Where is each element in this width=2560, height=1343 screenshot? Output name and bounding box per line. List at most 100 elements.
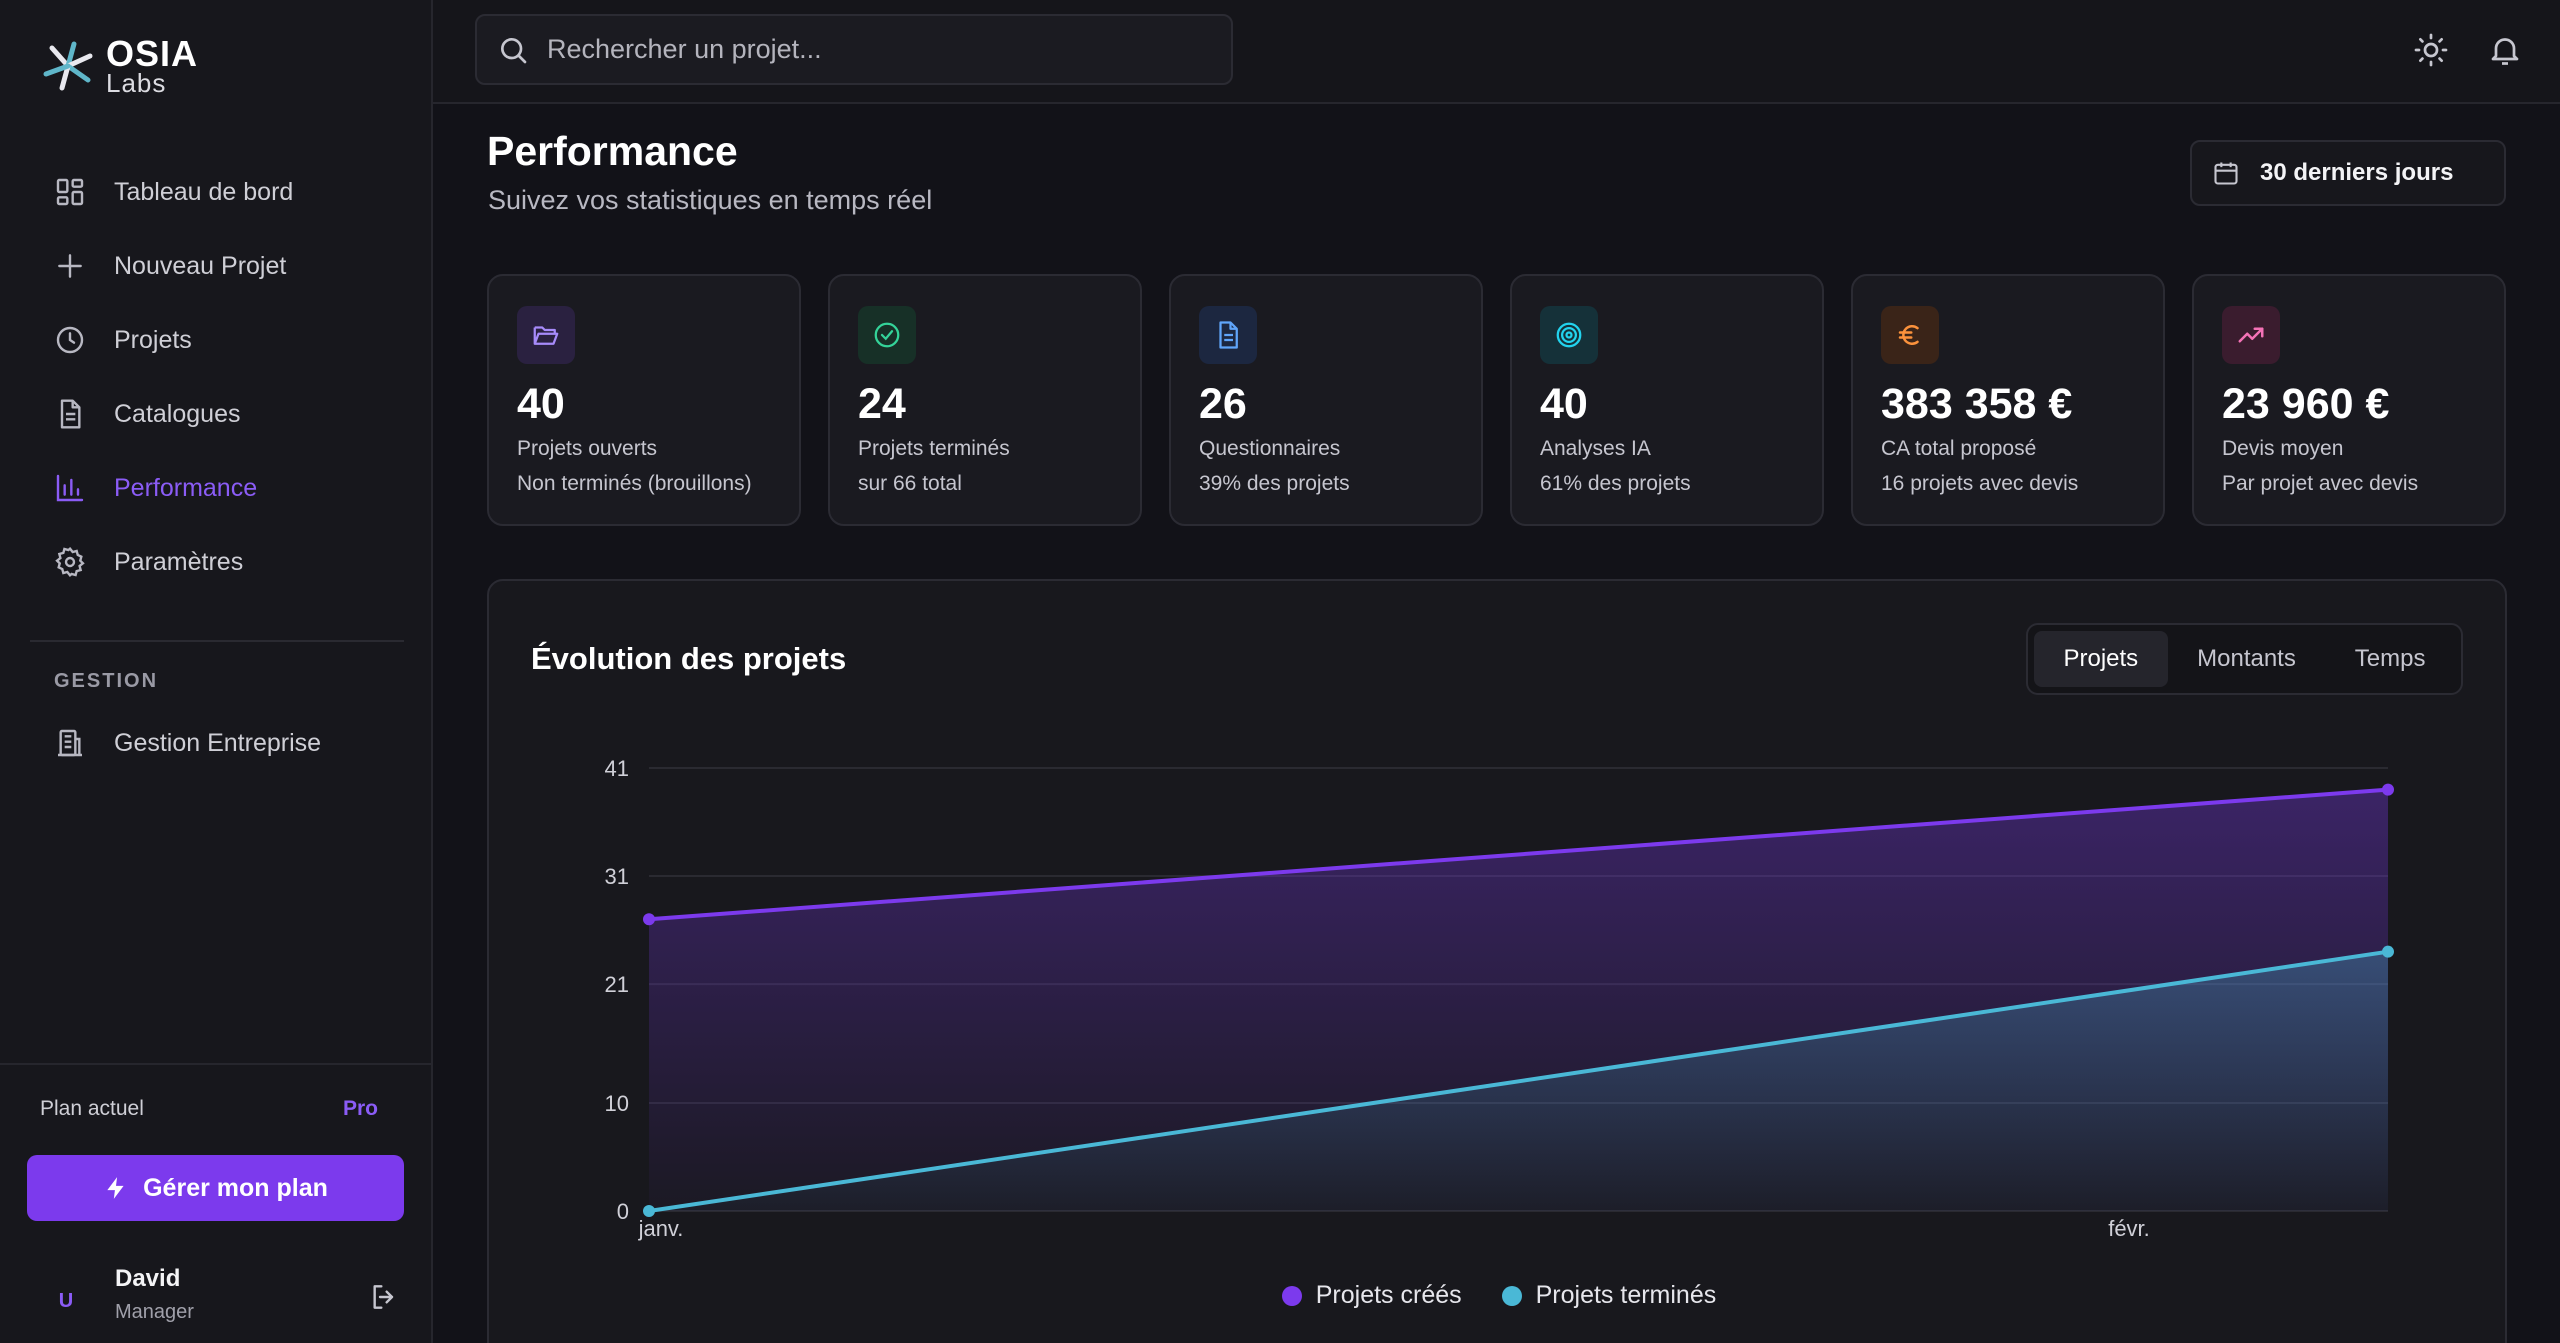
manage-plan-label: Gérer mon plan bbox=[143, 1173, 328, 1202]
page-title: Performance bbox=[487, 128, 738, 174]
user-role: Manager bbox=[115, 1301, 194, 1323]
euro-icon bbox=[1898, 325, 1919, 345]
document-icon bbox=[60, 399, 81, 429]
sidebar-footer: Plan actuel Pro Gérer mon plan U David M… bbox=[0, 1063, 431, 1323]
page-subtitle: Suivez vos statistiques en temps réel bbox=[488, 185, 933, 215]
search-icon bbox=[501, 37, 527, 63]
stat-value: 26 bbox=[1199, 380, 1247, 428]
sidebar-item-settings[interactable]: Paramètres bbox=[28, 525, 406, 599]
stat-value: 40 bbox=[517, 380, 565, 428]
sidebar-item-company-management[interactable]: Gestion Entreprise bbox=[28, 706, 406, 780]
top-header bbox=[433, 0, 2560, 104]
stat-icon-box bbox=[1199, 306, 1257, 364]
sidebar-item-label: Gestion Entreprise bbox=[114, 728, 322, 757]
bar-chart-icon bbox=[56, 474, 84, 502]
stat-card-questionnaires: 26 Questionnaires 39% des projets bbox=[1169, 274, 1483, 526]
chart-series bbox=[643, 783, 2394, 1217]
bell-icon[interactable] bbox=[2487, 32, 2523, 68]
sidebar: OSIA Labs Tableau de bord Nouveau Projet bbox=[0, 0, 433, 1343]
sidebar-item-dashboard[interactable]: Tableau de bord bbox=[28, 155, 406, 229]
y-tick-label: 10 bbox=[605, 1091, 629, 1116]
legend-dot bbox=[1501, 1285, 1522, 1306]
check-circle-icon bbox=[874, 322, 900, 348]
sidebar-item-label: Tableau de bord bbox=[114, 177, 294, 206]
tab-amounts[interactable]: Montants bbox=[2197, 645, 2296, 672]
sidebar-item-projects[interactable]: Projets bbox=[28, 303, 406, 377]
trending-up-icon bbox=[2238, 327, 2264, 343]
series-created-point[interactable] bbox=[2382, 783, 2394, 796]
legend-label: Projets terminés bbox=[1535, 1281, 1717, 1309]
current-plan: Plan actuel Pro bbox=[40, 1097, 378, 1121]
brand-name: OSIA bbox=[106, 33, 199, 74]
stat-sub: Par projet avec devis bbox=[2222, 472, 2419, 495]
dashboard-icon bbox=[56, 178, 84, 206]
tab-time[interactable]: Temps bbox=[2354, 645, 2426, 672]
plan-badge: Pro bbox=[342, 1097, 378, 1120]
clock-icon bbox=[56, 326, 84, 354]
stat-card-open-projects: 40 Projets ouverts Non terminés (brouill… bbox=[487, 274, 801, 526]
stat-value: 24 bbox=[858, 380, 906, 428]
stats-row: 40 Projets ouverts Non terminés (brouill… bbox=[487, 274, 2507, 526]
user-profile: U David Manager bbox=[40, 1265, 400, 1329]
date-range-label: 30 derniers jours bbox=[2260, 159, 2454, 186]
legend-item-created[interactable]: Projets créés bbox=[1281, 1281, 1462, 1310]
lightning-icon bbox=[107, 1177, 124, 1199]
stat-icon-box bbox=[517, 306, 575, 364]
stat-value: 23 960 € bbox=[2222, 380, 2390, 428]
legend-dot bbox=[1281, 1285, 1302, 1306]
sidebar-item-label: Projets bbox=[114, 325, 192, 354]
calendar-icon bbox=[2214, 162, 2238, 185]
chart-legend: Projets créés Projets terminés bbox=[489, 1281, 2509, 1310]
stat-sub: 16 projets avec devis bbox=[1881, 472, 2079, 495]
stat-icon-box bbox=[1540, 306, 1598, 364]
sidebar-item-new-project[interactable]: Nouveau Projet bbox=[28, 229, 406, 303]
stat-icon-box bbox=[1881, 306, 1939, 364]
search-input[interactable] bbox=[547, 34, 1197, 65]
series-finished-point[interactable] bbox=[643, 1205, 655, 1217]
series-finished-point[interactable] bbox=[2382, 945, 2394, 958]
sidebar-item-label: Catalogues bbox=[114, 399, 241, 428]
y-tick-label: 21 bbox=[605, 972, 629, 997]
plan-label: Plan actuel bbox=[40, 1097, 144, 1120]
legend-item-finished[interactable]: Projets terminés bbox=[1501, 1281, 1717, 1310]
stat-sub: 39% des projets bbox=[1199, 472, 1350, 495]
y-tick-label: 0 bbox=[617, 1199, 629, 1224]
stat-label: CA total proposé bbox=[1881, 437, 2037, 460]
osia-logo-icon bbox=[43, 41, 93, 91]
evolution-chart: 0 10 21 31 41 janv. févr. bbox=[605, 756, 2394, 1241]
sun-icon[interactable] bbox=[2413, 32, 2449, 68]
sidebar-item-label: Performance bbox=[114, 473, 258, 502]
avatar[interactable]: U bbox=[58, 1289, 74, 1312]
sidebar-item-catalogues[interactable]: Catalogues bbox=[28, 377, 406, 451]
y-tick-label: 31 bbox=[605, 864, 629, 889]
manage-plan-button[interactable]: Gérer mon plan bbox=[27, 1155, 404, 1221]
stat-sub: sur 66 total bbox=[858, 472, 962, 495]
plus-icon bbox=[58, 254, 82, 278]
x-tick-label: févr. bbox=[2108, 1216, 2150, 1241]
sidebar-section-title: GESTION bbox=[54, 670, 159, 692]
brand-sub: Labs bbox=[106, 68, 167, 98]
stat-sub: 61% des projets bbox=[1540, 472, 1691, 495]
date-range-button[interactable]: 30 derniers jours bbox=[2190, 140, 2506, 206]
series-created-point[interactable] bbox=[643, 913, 655, 926]
logout-icon[interactable] bbox=[368, 1281, 400, 1313]
stat-card-total-revenue: 383 358 € CA total proposé 16 projets av… bbox=[1851, 274, 2165, 526]
gear-icon bbox=[55, 546, 85, 578]
chart-x-axis: janv. févr. bbox=[638, 1216, 2150, 1241]
chart-tabs: Projets Montants Temps bbox=[2026, 623, 2463, 695]
chart-card: Évolution des projets Projets Montants T… bbox=[487, 579, 2507, 1343]
stat-icon-box bbox=[2222, 306, 2280, 364]
sidebar-nav: Tableau de bord Nouveau Projet Projets C… bbox=[28, 155, 406, 599]
chart-y-axis: 0 10 21 31 41 bbox=[605, 756, 629, 1224]
series-created-line bbox=[648, 787, 2389, 922]
target-icon bbox=[1556, 322, 1582, 348]
x-tick-label: janv. bbox=[638, 1216, 684, 1241]
logo[interactable]: OSIA Labs bbox=[40, 36, 198, 96]
sidebar-item-performance[interactable]: Performance bbox=[28, 451, 406, 525]
stat-label: Analyses IA bbox=[1540, 437, 1651, 460]
stat-sub: Non terminés (brouillons) bbox=[517, 472, 752, 495]
tab-projects[interactable]: Projets bbox=[2034, 631, 2168, 687]
folder-open-icon bbox=[533, 326, 559, 345]
building-icon bbox=[58, 729, 82, 757]
stat-label: Projets ouverts bbox=[517, 437, 658, 460]
